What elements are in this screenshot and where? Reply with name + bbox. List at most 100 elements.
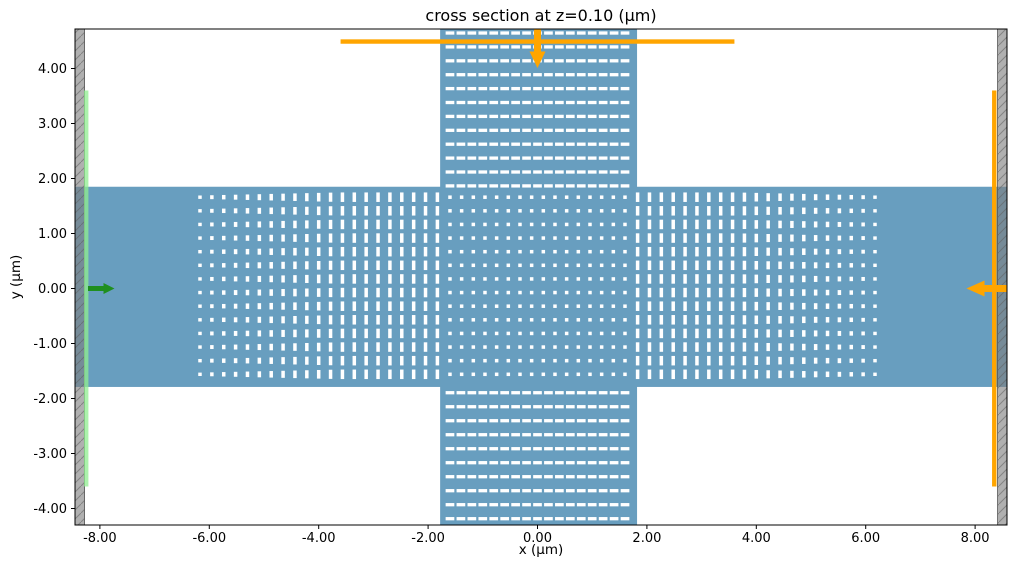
hole xyxy=(576,433,586,437)
hole xyxy=(683,315,687,325)
hole xyxy=(599,195,604,199)
hole xyxy=(316,233,321,243)
hole xyxy=(695,246,699,257)
hole xyxy=(518,331,522,336)
hole xyxy=(456,419,466,423)
hole xyxy=(445,31,455,35)
hole xyxy=(198,345,202,349)
hole xyxy=(825,303,830,309)
hole xyxy=(555,391,564,395)
hole xyxy=(448,358,452,363)
hole xyxy=(659,274,664,284)
hole xyxy=(837,303,842,309)
hole xyxy=(388,301,392,311)
hole xyxy=(576,447,586,451)
hole xyxy=(494,345,499,349)
hole xyxy=(494,222,499,227)
hole xyxy=(411,355,416,366)
hole xyxy=(564,358,569,363)
hole xyxy=(564,304,569,308)
hole xyxy=(340,274,345,284)
hole xyxy=(456,128,466,132)
hole xyxy=(609,128,619,132)
hole xyxy=(766,342,770,352)
hole xyxy=(671,246,675,257)
hole xyxy=(221,194,226,200)
hole xyxy=(293,370,297,379)
hole xyxy=(500,503,510,507)
hole xyxy=(766,193,770,202)
hole xyxy=(849,276,854,282)
hole xyxy=(305,356,309,365)
y-tick-label: -3.00 xyxy=(33,447,67,462)
hole xyxy=(849,331,854,336)
hole xyxy=(683,355,687,366)
hole xyxy=(411,246,416,257)
hole xyxy=(598,405,608,409)
hole xyxy=(555,156,564,160)
hole xyxy=(730,315,735,325)
hole xyxy=(802,357,806,364)
hole xyxy=(533,114,542,119)
hole xyxy=(609,503,619,507)
axes-spines xyxy=(74,28,1008,526)
hole xyxy=(221,372,226,377)
hole xyxy=(544,86,553,91)
hole xyxy=(471,372,476,377)
hole xyxy=(411,328,416,339)
hole xyxy=(511,86,520,91)
hole xyxy=(837,221,842,227)
hole xyxy=(553,236,557,240)
right-monitor-arrow xyxy=(966,280,1007,297)
hole xyxy=(445,405,455,409)
hole xyxy=(245,303,250,309)
hole xyxy=(210,372,214,377)
hole xyxy=(544,419,553,423)
hole xyxy=(647,233,652,243)
top-monitor-arrow xyxy=(529,29,546,68)
hole xyxy=(257,221,262,228)
hole xyxy=(471,263,476,268)
hole xyxy=(400,369,404,380)
hole xyxy=(623,290,627,295)
hole xyxy=(328,342,333,352)
hole xyxy=(861,195,865,200)
hole xyxy=(565,503,575,507)
hole xyxy=(541,304,546,308)
hole xyxy=(671,287,675,298)
hole xyxy=(598,503,608,507)
hole xyxy=(364,233,368,243)
hole xyxy=(445,170,455,174)
hole xyxy=(478,391,488,395)
hole xyxy=(718,342,723,352)
hole xyxy=(576,142,586,146)
hole xyxy=(825,317,830,323)
hole xyxy=(506,236,511,240)
hole xyxy=(522,433,531,437)
hole xyxy=(611,358,616,363)
hole xyxy=(328,260,333,270)
hole xyxy=(388,369,392,380)
hole xyxy=(522,405,531,409)
hole xyxy=(245,289,250,296)
hole xyxy=(609,59,619,63)
hole xyxy=(478,142,488,146)
hole xyxy=(340,287,345,298)
hole xyxy=(316,192,321,202)
hole xyxy=(471,345,476,349)
hole xyxy=(576,372,581,377)
hole xyxy=(316,288,321,297)
hole xyxy=(635,369,640,380)
hole xyxy=(388,287,392,298)
hole xyxy=(198,304,202,308)
hole xyxy=(707,315,711,325)
hole xyxy=(837,262,842,268)
hole xyxy=(802,193,806,201)
hole xyxy=(576,358,581,363)
hole xyxy=(522,461,531,465)
hole xyxy=(778,207,782,215)
hole xyxy=(555,447,564,451)
hole xyxy=(198,195,202,199)
hole xyxy=(467,517,477,521)
hole xyxy=(587,100,597,105)
